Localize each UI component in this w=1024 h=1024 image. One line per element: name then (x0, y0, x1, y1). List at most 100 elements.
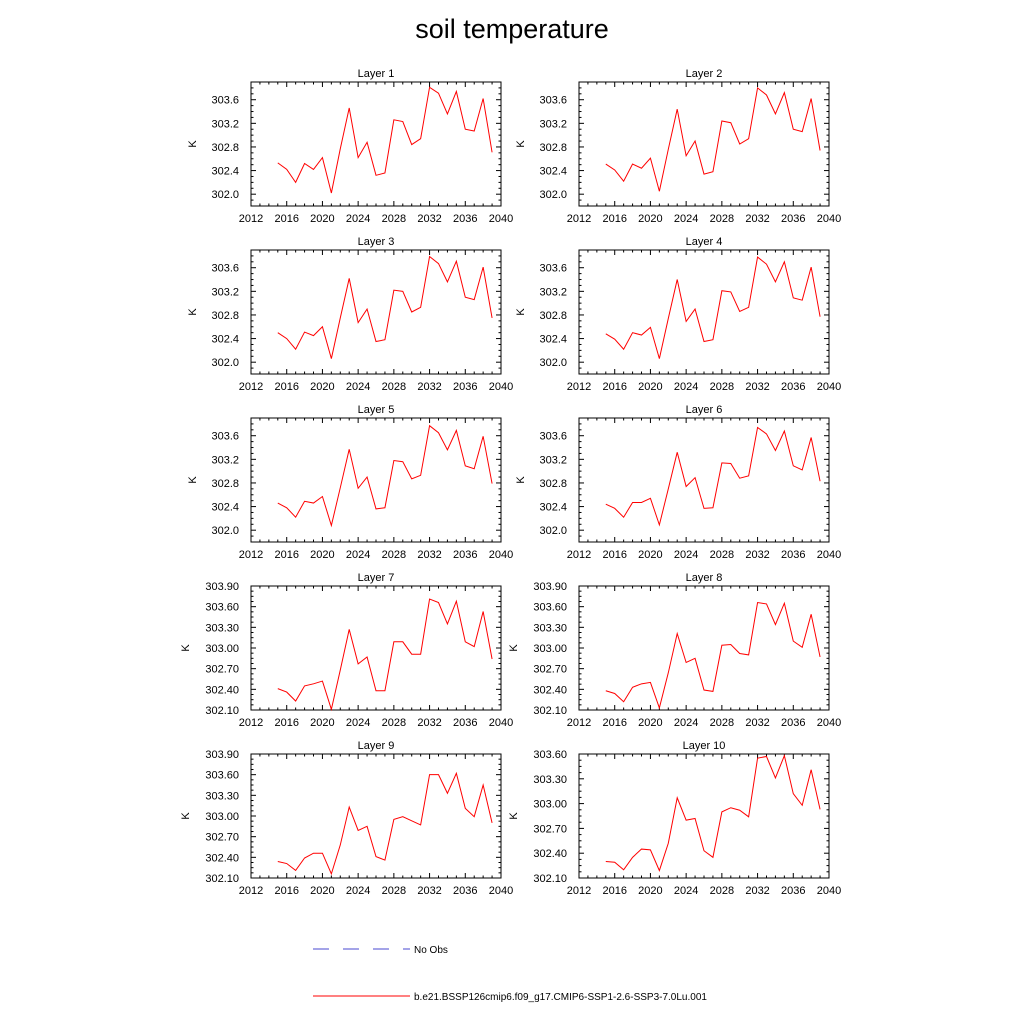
x-tick-label: 2032 (745, 885, 769, 897)
x-tick-label: 2024 (346, 381, 370, 393)
y-tick-label: 302.10 (533, 873, 567, 885)
y-tick-label: 302.4 (211, 502, 239, 514)
series-line (605, 86, 821, 192)
x-tick-label: 2028 (710, 549, 734, 561)
y-tick-label: 303.2 (211, 286, 239, 298)
x-tick-label: 2012 (567, 549, 591, 561)
panel-4: Layer 4 2012 2016 2020 2024 2028 2032 2036 2040 3… (515, 236, 841, 393)
y-tick-label: 302.0 (539, 357, 567, 369)
y-tick-label: 303.00 (205, 643, 239, 655)
y-axis-label: K (180, 812, 192, 820)
x-tick-label: 2028 (382, 717, 406, 729)
y-tick-label: 303.2 (211, 454, 239, 466)
y-tick-label: 303.2 (539, 118, 567, 130)
y-tick-label: 303.30 (533, 622, 567, 634)
y-tick-label: 303.90 (533, 581, 567, 593)
y-tick-label: 303.00 (533, 643, 567, 655)
x-tick-label: 2016 (602, 717, 626, 729)
series-line (277, 86, 493, 194)
x-tick-label: 2028 (710, 381, 734, 393)
y-tick-label: 303.6 (539, 263, 567, 275)
x-tick-label: 2020 (310, 381, 334, 393)
x-tick-label: 2036 (781, 549, 805, 561)
y-tick-label: 303.6 (211, 263, 239, 275)
x-tick-label: 2012 (567, 381, 591, 393)
y-tick-label: 302.10 (205, 873, 239, 885)
y-tick-label: 302.40 (533, 848, 567, 860)
y-tick-label: 302.40 (205, 852, 239, 864)
y-axis-label: K (187, 308, 199, 316)
y-tick-label: 302.0 (211, 525, 239, 537)
panel-2: Layer 2 2012 2016 2020 2024 2028 2032 2036 2040 3… (515, 68, 841, 225)
x-tick-label: 2012 (567, 717, 591, 729)
panel-title: Layer 10 (683, 740, 726, 752)
x-tick-label: 2016 (602, 213, 626, 225)
y-tick-label: 302.4 (539, 334, 567, 346)
x-tick-label: 2024 (346, 213, 370, 225)
panel-title: Layer 3 (358, 236, 395, 248)
panel-title: Layer 2 (686, 68, 723, 80)
x-tick-label: 2032 (417, 885, 441, 897)
panel-title: Layer 1 (358, 68, 395, 80)
x-tick-label: 2036 (781, 717, 805, 729)
y-tick-label: 302.10 (533, 705, 567, 717)
x-tick-label: 2036 (453, 885, 477, 897)
y-tick-label: 303.2 (539, 286, 567, 298)
x-tick-label: 2020 (310, 885, 334, 897)
panel-10: Layer 10 2012 2016 2020 2024 2028 2032 2036 2040… (508, 740, 841, 897)
y-tick-label: 303.90 (205, 581, 239, 593)
y-axis-label: K (187, 476, 199, 484)
x-tick-label: 2036 (453, 213, 477, 225)
y-tick-label: 303.30 (533, 774, 567, 786)
legend-label-model: b.e21.BSSP126cmip6.f09_g17.CMIP6-SSP1-2.… (414, 992, 707, 1003)
series-line (605, 426, 821, 527)
panel-5: Layer 5 2012 2016 2020 2024 2028 2032 2036 2040 3… (187, 404, 513, 561)
y-axis-label: K (508, 812, 520, 820)
y-tick-label: 303.60 (205, 770, 239, 782)
y-tick-label: 303.2 (211, 118, 239, 130)
panel-title: Layer 4 (686, 236, 723, 248)
y-tick-label: 302.40 (533, 684, 567, 696)
x-tick-label: 2020 (310, 717, 334, 729)
y-tick-label: 302.0 (539, 189, 567, 201)
y-tick-label: 302.40 (205, 684, 239, 696)
x-tick-label: 2032 (417, 381, 441, 393)
y-axis-label: K (515, 140, 527, 148)
x-tick-label: 2024 (346, 549, 370, 561)
y-tick-label: 303.6 (211, 95, 239, 107)
x-tick-label: 2016 (602, 549, 626, 561)
y-tick-label: 303.00 (205, 811, 239, 823)
x-tick-label: 2032 (417, 549, 441, 561)
y-tick-label: 302.70 (533, 823, 567, 835)
x-tick-label: 2020 (310, 213, 334, 225)
x-tick-label: 2036 (781, 213, 805, 225)
x-tick-label: 2040 (489, 717, 513, 729)
y-tick-label: 302.0 (211, 189, 239, 201)
y-tick-label: 302.0 (539, 525, 567, 537)
x-tick-label: 2036 (453, 381, 477, 393)
x-tick-label: 2020 (310, 549, 334, 561)
x-tick-label: 2012 (239, 549, 263, 561)
x-tick-label: 2036 (453, 717, 477, 729)
y-tick-label: 303.30 (205, 622, 239, 634)
series-line (605, 256, 821, 359)
y-axis-label: K (508, 644, 520, 652)
x-tick-label: 2032 (417, 717, 441, 729)
y-tick-label: 302.4 (539, 166, 567, 178)
x-tick-label: 2032 (745, 717, 769, 729)
panel-6: Layer 6 2012 2016 2020 2024 2028 2032 2036 2040 3… (515, 404, 841, 561)
x-tick-label: 2040 (817, 213, 841, 225)
y-tick-label: 303.60 (533, 749, 567, 761)
y-tick-label: 303.2 (539, 454, 567, 466)
y-tick-label: 303.6 (539, 95, 567, 107)
x-tick-label: 2028 (382, 885, 406, 897)
x-tick-label: 2012 (567, 213, 591, 225)
panel-title: Layer 9 (358, 740, 395, 752)
y-tick-label: 303.6 (211, 431, 239, 443)
y-axis-label: K (515, 308, 527, 316)
x-tick-label: 2032 (745, 549, 769, 561)
x-tick-label: 2040 (817, 381, 841, 393)
x-tick-label: 2036 (781, 381, 805, 393)
x-tick-label: 2012 (239, 717, 263, 729)
y-tick-label: 302.8 (211, 142, 239, 154)
